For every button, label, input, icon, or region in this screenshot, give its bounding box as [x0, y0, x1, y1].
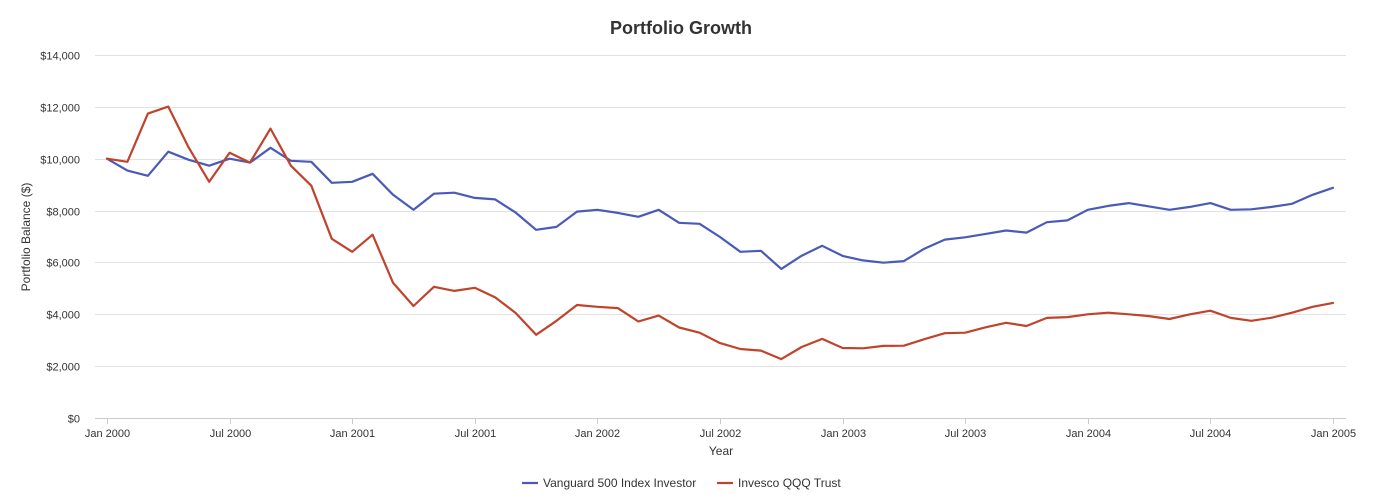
x-tick-label: Jul 2001: [455, 428, 497, 440]
y-tick-label: $0: [68, 414, 80, 426]
y-tick-label: $2,000: [46, 362, 80, 374]
x-tick-label: Jan 2002: [575, 428, 620, 440]
gridlines: [95, 55, 1346, 367]
legend: Vanguard 500 Index Investor Invesco QQQ …: [522, 476, 841, 490]
x-tick-label: Jan 2001: [330, 428, 375, 440]
x-tick-label: Jul 2002: [700, 428, 742, 440]
legend-label-invesco: Invesco QQQ Trust: [738, 476, 841, 490]
x-tick-label: Jan 2003: [821, 428, 866, 440]
series-line-invesco[interactable]: [105, 105, 1335, 361]
y-tick-label: $12,000: [40, 103, 80, 115]
x-tick-label: Jan 2000: [85, 428, 130, 440]
x-tick-label: Jan 2005: [1311, 428, 1356, 440]
y-tick-label: $10,000: [40, 155, 80, 167]
y-tick-label: $8,000: [46, 207, 80, 219]
legend-label-vanguard: Vanguard 500 Index Investor: [543, 476, 696, 490]
y-axis-title: Portfolio Balance ($): [19, 183, 33, 292]
x-tick-label: Jul 2000: [210, 428, 252, 440]
chart-title: Portfolio Growth: [610, 18, 752, 38]
x-tick-label: Jul 2003: [945, 428, 987, 440]
legend-item-vanguard[interactable]: Vanguard 500 Index Investor: [522, 476, 696, 490]
y-axis-tick-labels: $0 $2,000 $4,000 $6,000 $8,000 $10,000 $12,000…: [40, 51, 80, 426]
y-tick-label: $14,000: [40, 51, 80, 63]
x-tick-label: Jul 2004: [1190, 428, 1232, 440]
series-line-vanguard[interactable]: [105, 146, 1335, 270]
x-axis-title: Year: [709, 444, 733, 458]
series-lines: [105, 105, 1335, 361]
y-tick-label: $4,000: [46, 310, 80, 322]
x-tick-label: Jan 2004: [1066, 428, 1111, 440]
x-axis-tick-labels: Jan 2000 Jul 2000 Jan 2001 Jul 2001 Jan 2002…: [85, 418, 1356, 440]
legend-item-invesco[interactable]: Invesco QQQ Trust: [717, 476, 841, 490]
y-tick-label: $6,000: [46, 258, 80, 270]
